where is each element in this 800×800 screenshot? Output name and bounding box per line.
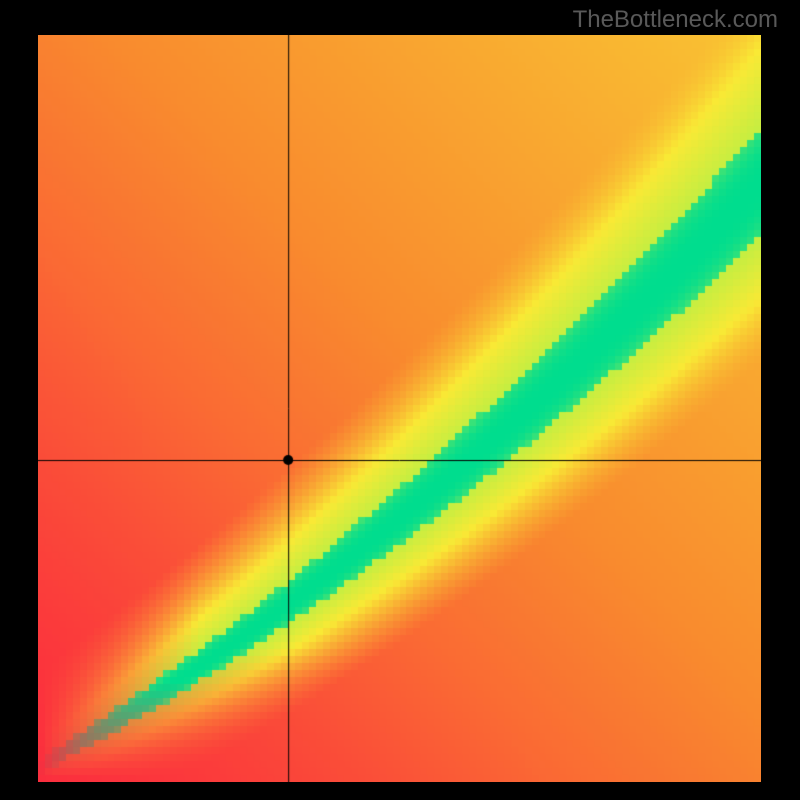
chart-container: TheBottleneck.com [0, 0, 800, 800]
watermark-text: TheBottleneck.com [573, 6, 778, 34]
bottleneck-heatmap [38, 35, 761, 782]
